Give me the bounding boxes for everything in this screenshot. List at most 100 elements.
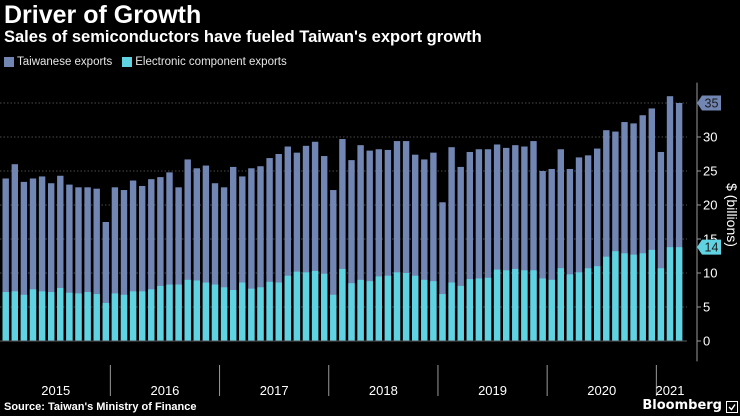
- bar-taiwanese-exports: [284, 146, 291, 341]
- bar-taiwanese-exports: [357, 145, 364, 341]
- bar-electronic-components: [266, 281, 273, 341]
- legend-item-electronic-components: Electronic component exports: [122, 56, 287, 68]
- bar-taiwanese-exports: [93, 188, 100, 341]
- legend-label-taiwanese-exports: Taiwanese exports: [17, 56, 113, 68]
- bar-taiwanese-exports: [648, 108, 655, 341]
- bar-electronic-components: [93, 294, 100, 341]
- bar-taiwanese-exports: [239, 176, 246, 341]
- bar-electronic-components: [557, 268, 564, 341]
- bar-electronic-components: [239, 282, 246, 341]
- bar-taiwanese-exports: [148, 179, 155, 341]
- bar-taiwanese-exports: [439, 202, 446, 341]
- bar-electronic-components: [57, 287, 64, 341]
- bar-electronic-components: [484, 277, 492, 341]
- bar-taiwanese-exports: [157, 177, 164, 341]
- bar-electronic-components: [302, 272, 310, 341]
- x-tick-label-2020: 2020: [587, 383, 616, 398]
- bar-taiwanese-exports: [266, 158, 273, 341]
- bar-electronic-components: [530, 270, 537, 341]
- bar-electronic-components: [84, 292, 91, 341]
- bar-taiwanese-exports: [66, 184, 73, 341]
- bar-electronic-components: [630, 254, 637, 341]
- bar-electronic-components: [621, 253, 628, 341]
- bar-taiwanese-exports: [84, 187, 91, 341]
- bar-electronic-components: [157, 285, 164, 341]
- bar-taiwanese-exports: [29, 178, 37, 341]
- bar-electronic-components: [512, 268, 519, 341]
- legend: Taiwanese exports Electronic component e…: [4, 55, 297, 69]
- bar-taiwanese-exports: [630, 123, 637, 342]
- bar-electronic-components: [375, 276, 382, 341]
- bar-taiwanese-exports: [211, 183, 219, 341]
- bar-electronic-components: [603, 256, 610, 341]
- legend-label-electronic-components: Electronic component exports: [135, 56, 287, 68]
- y-tick-label: 25: [703, 164, 717, 179]
- bar-electronic-components: [184, 279, 191, 341]
- bar-electronic-components: [339, 268, 346, 341]
- bar-electronic-components: [412, 275, 419, 341]
- bar-electronic-components: [521, 270, 528, 341]
- y-tick-label: 5: [703, 300, 710, 315]
- bar-electronic-components: [539, 278, 546, 341]
- bar-taiwanese-exports: [484, 149, 492, 341]
- bar-taiwanese-exports: [503, 147, 510, 341]
- bar-taiwanese-exports: [584, 155, 592, 341]
- bar-electronic-components: [20, 294, 28, 341]
- bar-electronic-components: [293, 271, 301, 341]
- end-label-taiwanese-exports: 35: [705, 97, 719, 111]
- bar-electronic-components: [211, 284, 219, 341]
- y-tick-label: 20: [703, 198, 717, 213]
- bar-taiwanese-exports: [594, 148, 601, 341]
- bar-electronic-components: [257, 287, 264, 341]
- bar-taiwanese-exports: [193, 168, 200, 341]
- bar-taiwanese-exports: [302, 145, 310, 341]
- bar-electronic-components: [612, 251, 619, 341]
- bar-electronic-components: [430, 281, 437, 341]
- bar-electronic-components: [421, 279, 428, 341]
- bar-electronic-components: [675, 247, 683, 341]
- bar-electronic-components: [193, 280, 200, 341]
- bar-taiwanese-exports: [393, 141, 401, 341]
- bar-electronic-components: [330, 294, 337, 341]
- bar-electronic-components: [384, 275, 392, 341]
- bar-taiwanese-exports: [129, 180, 137, 341]
- bar-taiwanese-exports: [11, 164, 18, 341]
- bar-taiwanese-exports: [566, 168, 574, 341]
- bar-electronic-components: [129, 291, 137, 341]
- bar-taiwanese-exports: [230, 166, 237, 341]
- bar-taiwanese-exports: [603, 130, 610, 341]
- x-tick-label-2015: 2015: [41, 383, 70, 398]
- bar-electronic-components: [248, 288, 255, 341]
- bar-electronic-components: [594, 266, 601, 341]
- bar-taiwanese-exports: [330, 190, 337, 341]
- bar-taiwanese-exports: [348, 160, 355, 341]
- bar-taiwanese-exports: [539, 171, 546, 341]
- bar-taiwanese-exports: [657, 151, 665, 341]
- bar-electronic-components: [575, 272, 583, 341]
- bar-taiwanese-exports: [257, 166, 264, 341]
- bloomberg-terminal-icon: [726, 401, 738, 413]
- bar-taiwanese-exports: [111, 187, 119, 341]
- bar-electronic-components: [202, 282, 210, 341]
- chart-title: Driver of Growth: [4, 1, 202, 29]
- bar-taiwanese-exports: [202, 165, 210, 341]
- bar-taiwanese-exports: [339, 139, 346, 341]
- bar-electronic-components: [357, 279, 364, 341]
- bar-electronic-components: [102, 302, 109, 341]
- bar-taiwanese-exports: [120, 190, 128, 341]
- bar-taiwanese-exports: [675, 103, 683, 341]
- bar-electronic-components: [393, 272, 401, 341]
- bar-taiwanese-exports: [248, 168, 255, 341]
- bar-taiwanese-exports: [493, 144, 501, 341]
- end-label-electronic-components: 14: [705, 241, 719, 255]
- bar-taiwanese-exports: [430, 152, 437, 341]
- bar-taiwanese-exports: [220, 187, 228, 341]
- bar-taiwanese-exports: [412, 154, 419, 341]
- bar-electronic-components: [11, 291, 18, 341]
- x-tick-label-2017: 2017: [260, 383, 289, 398]
- bar-electronic-components: [439, 294, 446, 341]
- bar-taiwanese-exports: [311, 141, 319, 341]
- bar-electronic-components: [48, 292, 55, 341]
- bar-taiwanese-exports: [557, 149, 564, 341]
